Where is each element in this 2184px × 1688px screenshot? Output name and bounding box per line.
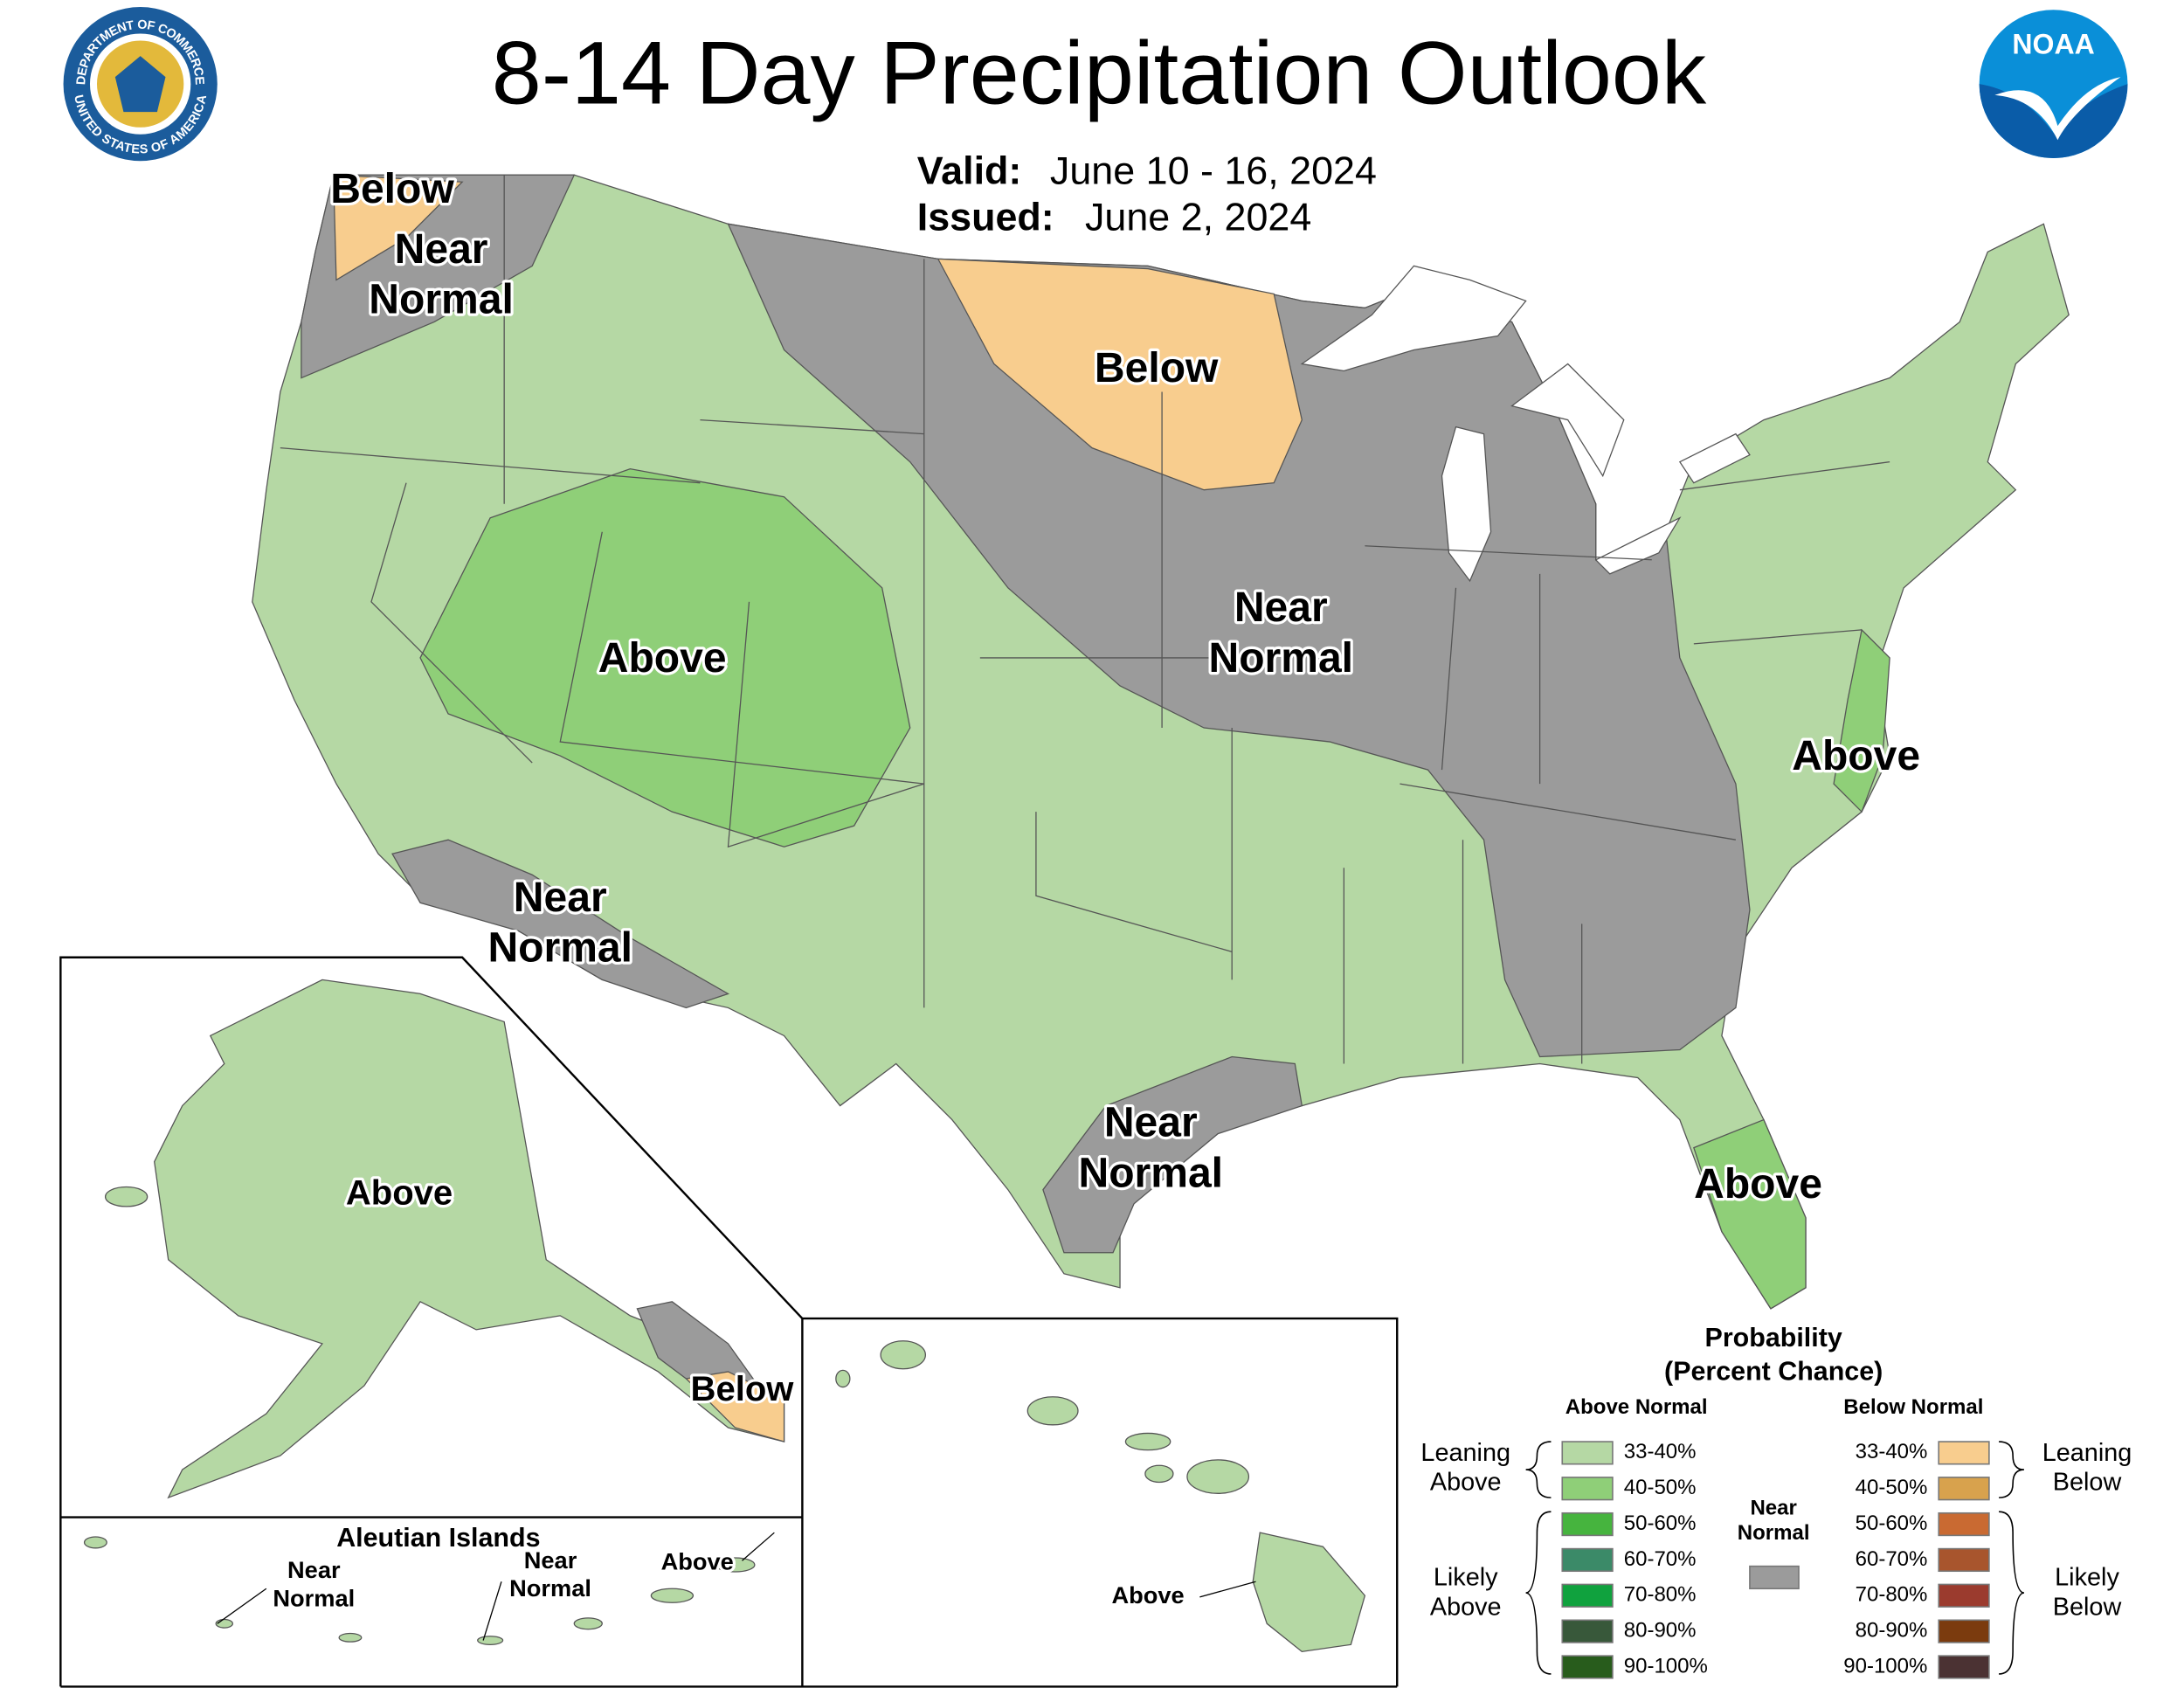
legend-range: 90-100%: [1624, 1654, 1708, 1678]
legend-header: Below Normal: [1843, 1395, 1983, 1419]
legend-braces: [1525, 1441, 2025, 1675]
legend-range: 80-90%: [1856, 1618, 1928, 1642]
legend-group-label: Likely: [1434, 1564, 1498, 1592]
region-label: Normal: [369, 277, 514, 323]
valid-label: Valid:: [917, 148, 1022, 192]
valid-dates: June 10 - 16, 2024: [1050, 148, 1377, 192]
legend-swatch: [1561, 1655, 1614, 1679]
issued-date: June 2, 2024: [1085, 194, 1311, 239]
legend-range: 90-100%: [1843, 1654, 1927, 1678]
legend-range: 40-50%: [1624, 1476, 1697, 1499]
near-normal-area: [727, 223, 1751, 1058]
aleutian-title: Aleutian Islands: [336, 1523, 540, 1553]
legend-swatch: [1561, 1547, 1614, 1573]
conus: [252, 174, 2070, 1310]
legend-group-label: Below: [2053, 1593, 2122, 1621]
legend-range: 50-60%: [1856, 1512, 1928, 1535]
region-label: Above: [1694, 1161, 1822, 1207]
legend-near-normal: Normal: [1738, 1521, 1810, 1545]
legend-swatch: [1938, 1619, 1990, 1643]
legend-swatch: [1938, 1441, 1990, 1465]
legend-range: 60-70%: [1624, 1547, 1697, 1571]
legend-group-label: Leaning: [1420, 1439, 1510, 1467]
near-normal-area: [1042, 1055, 1303, 1254]
legend-swatch: [1938, 1477, 1990, 1501]
legend-range: 70-80%: [1856, 1583, 1928, 1607]
legend-range: 33-40%: [1856, 1440, 1928, 1463]
legend-swatch: [1749, 1565, 1800, 1590]
region-label: Above: [661, 1548, 734, 1575]
state-lines: [280, 175, 1890, 1064]
region-label: Above: [598, 635, 727, 681]
legend-header: Above Normal: [1565, 1395, 1708, 1419]
legend-swatch: [1561, 1583, 1614, 1608]
legend-swatch: [1561, 1512, 1614, 1537]
region-label: Normal: [1079, 1150, 1224, 1196]
hawaii: [835, 1340, 1366, 1653]
region-label: Near: [1234, 585, 1328, 631]
alaska: [104, 979, 785, 1499]
region-label: Normal: [273, 1584, 355, 1611]
legend-subtitle: (Percent Chance): [1664, 1357, 1883, 1387]
legend-swatch: [1561, 1441, 1614, 1465]
above-area: [1693, 1118, 1807, 1310]
legend-group-label: Above: [1430, 1593, 1502, 1621]
legend-range: 80-90%: [1624, 1618, 1697, 1642]
legend-group-label: Above: [1430, 1469, 1502, 1497]
legend-swatch: [1561, 1619, 1614, 1643]
region-label: Normal: [487, 924, 632, 971]
noaa-logo: NOAA: [1979, 10, 2128, 159]
aleutians: [83, 1532, 775, 1645]
region-label: Above: [1792, 733, 1920, 779]
legend-range: 40-50%: [1856, 1476, 1928, 1499]
legend-near-normal: Near: [1750, 1496, 1796, 1519]
great-lakes: [1300, 265, 1751, 583]
region-label: Above: [346, 1174, 453, 1213]
legend-range: 50-60%: [1624, 1512, 1697, 1535]
region-label: Near: [514, 875, 607, 921]
legend-group-label: Below: [2053, 1469, 2122, 1497]
legend-swatch: [1938, 1583, 1990, 1608]
region-label: Normal: [1208, 635, 1353, 681]
legend-swatch: [1938, 1547, 1990, 1573]
issued-label: Issued:: [917, 194, 1054, 239]
commerce-seal: DEPARTMENT OF COMMERCE UNITED STATES OF …: [63, 7, 218, 162]
region-label: Below: [1095, 345, 1219, 391]
region-label: Below: [330, 166, 454, 212]
legend-range: 33-40%: [1624, 1440, 1697, 1463]
above-area: [1833, 628, 1890, 813]
legend-swatch: [1938, 1512, 1990, 1537]
region-label: Near: [395, 226, 488, 273]
inset-frames: [59, 956, 1399, 1688]
near-normal-area: [391, 839, 730, 1009]
below-area: [333, 174, 464, 281]
region-label: Near: [1104, 1100, 1198, 1146]
legend-range: 60-70%: [1856, 1547, 1928, 1571]
noaa-text: NOAA: [2012, 28, 2094, 59]
legend-swatch: [1561, 1477, 1614, 1501]
title: 8-14 Day Precipitation Outlook: [492, 22, 1707, 122]
below-area: [936, 258, 1303, 491]
legend-group-label: Leaning: [2042, 1439, 2132, 1467]
above-area: [419, 468, 911, 847]
legend-range: 70-80%: [1624, 1583, 1697, 1607]
legend-swatch: [1938, 1655, 1990, 1679]
region-label: Near: [524, 1546, 577, 1574]
region-label: Below: [691, 1370, 795, 1408]
region-label: Above: [1111, 1581, 1184, 1608]
legend-group-label: Likely: [2055, 1564, 2119, 1592]
legend-title: Probability: [1705, 1323, 1842, 1352]
region-label: Near: [287, 1556, 341, 1583]
region-label: Normal: [509, 1574, 591, 1602]
